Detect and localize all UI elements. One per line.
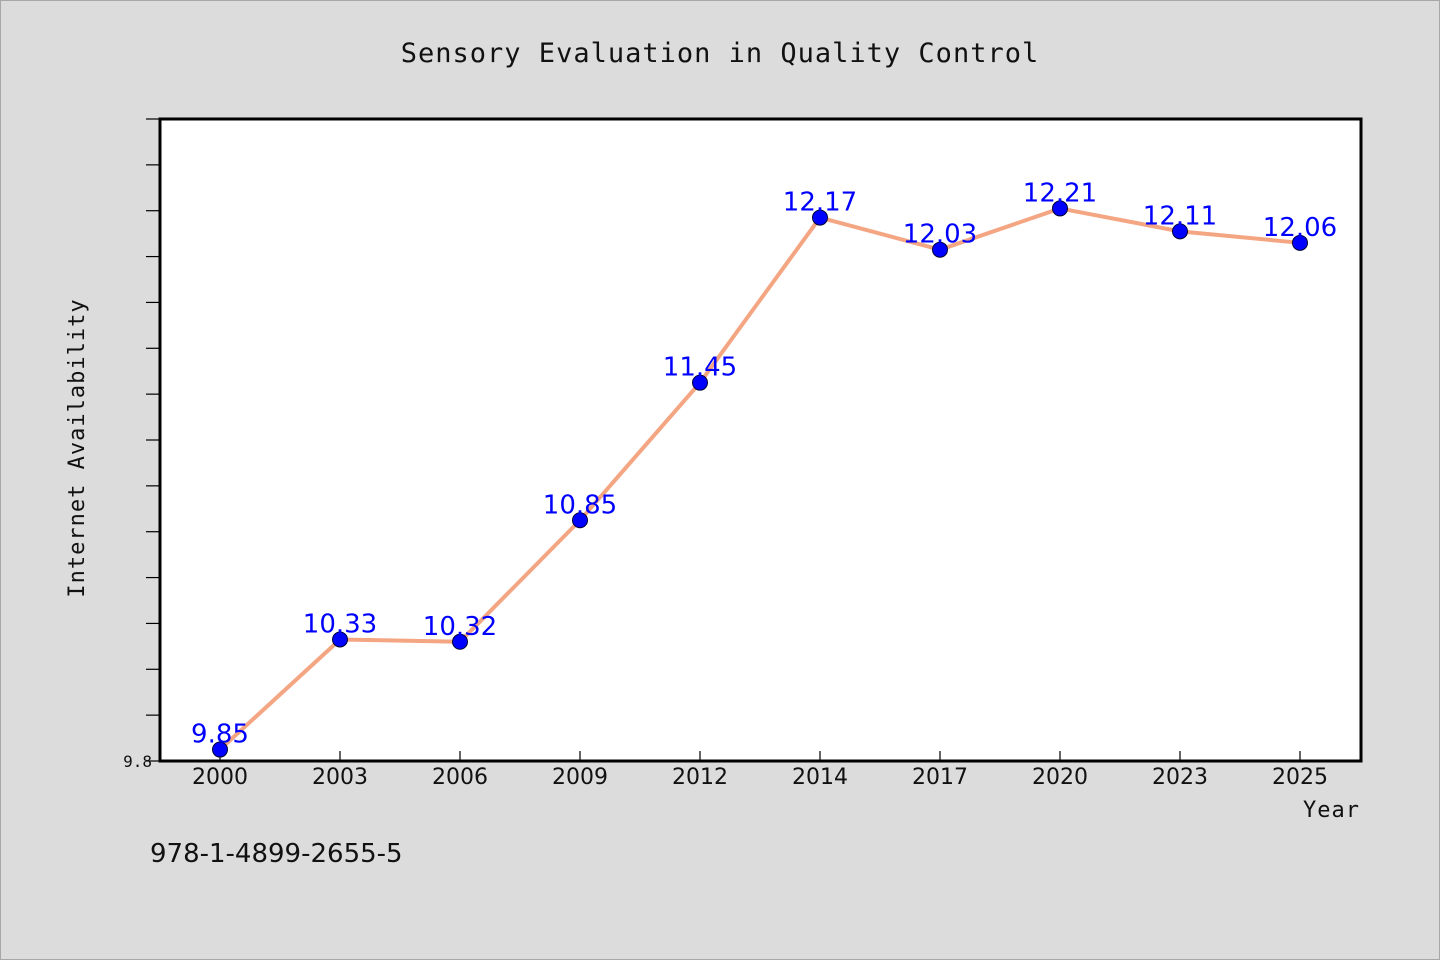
x-tick-label: 2000 <box>192 765 248 790</box>
y-axis-label: Internet Availability <box>65 298 90 597</box>
x-tick-label: 2014 <box>792 765 848 790</box>
data-label: 12.03 <box>903 220 977 250</box>
data-label: 10.33 <box>303 609 377 639</box>
data-point-marker <box>1292 234 1308 251</box>
data-label: 9.85 <box>191 720 249 750</box>
data-point-marker <box>812 209 828 226</box>
data-label: 10.85 <box>543 490 617 520</box>
data-point-marker <box>332 631 348 648</box>
x-tick-label: 2003 <box>312 765 368 790</box>
data-point-marker <box>1172 223 1188 240</box>
y-axis-ticks: 9.8 <box>123 118 160 771</box>
data-label: 12.11 <box>1143 201 1217 231</box>
x-tick-label: 2012 <box>672 765 728 790</box>
y-tick-label: 9.8 <box>123 752 152 771</box>
x-axis-label: Year <box>1303 798 1360 823</box>
x-tick-label: 2009 <box>552 765 608 790</box>
x-tick-label: 2006 <box>432 765 488 790</box>
data-label: 12.06 <box>1263 213 1337 243</box>
x-tick-label: 2017 <box>912 765 968 790</box>
series-group <box>218 206 1302 752</box>
x-axis-ticks: 2000 2003 2006 2009 2012 2014 2017 2020 2023 2025 <box>192 751 1328 790</box>
x-tick-label: 2023 <box>1152 765 1208 790</box>
markers-group <box>212 200 1308 758</box>
data-point-marker <box>212 741 228 758</box>
data-label: 10.32 <box>423 612 497 642</box>
data-label: 12.21 <box>1023 178 1097 208</box>
data-point-marker <box>572 512 588 529</box>
isbn-footer: 978-1-4899-2655-5 <box>150 839 403 869</box>
data-point-marker <box>692 374 708 391</box>
x-tick-label: 2020 <box>1032 765 1088 790</box>
data-point-marker <box>1052 200 1068 217</box>
data-labels-group: 9.85 10.33 10.32 10.85 11.45 12.17 12.03 12.21 1… <box>191 178 1337 749</box>
x-tick-label: 2025 <box>1272 765 1328 790</box>
data-point-marker <box>452 633 468 650</box>
data-label: 12.17 <box>783 188 857 218</box>
chart-title: Sensory Evaluation in Quality Control <box>401 38 1039 69</box>
data-label: 11.45 <box>663 353 737 383</box>
series-line <box>218 206 1302 752</box>
data-point-marker <box>932 241 948 258</box>
